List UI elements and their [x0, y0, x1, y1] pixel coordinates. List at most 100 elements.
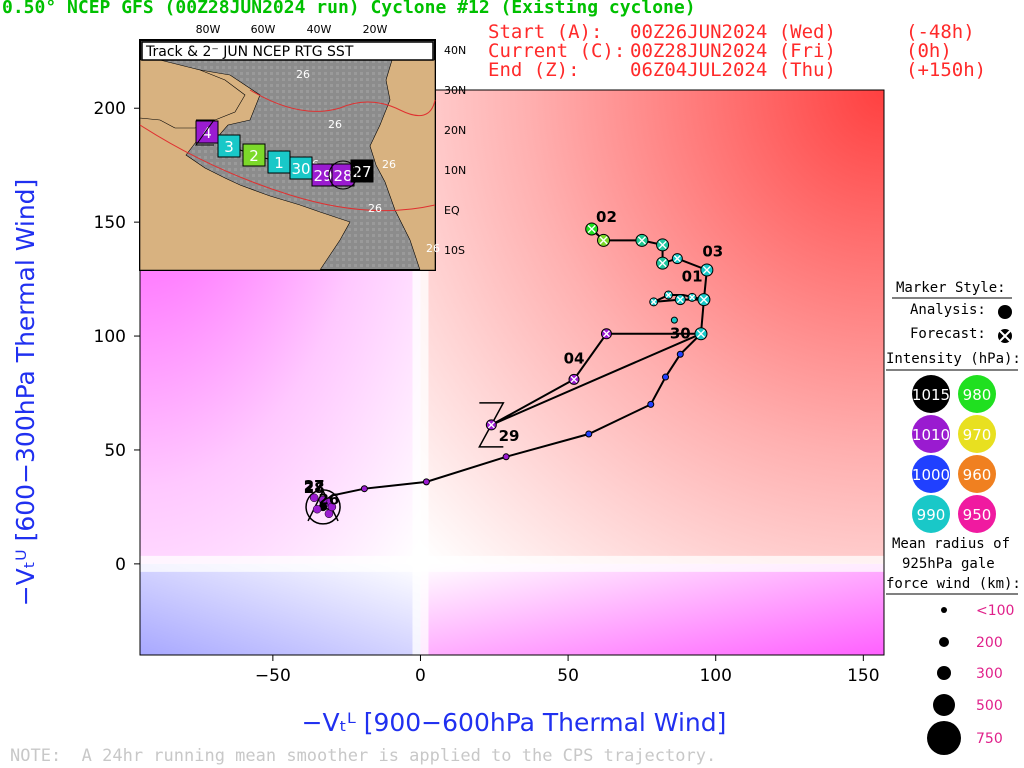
forecast-point — [585, 430, 593, 438]
legend-radius-swatch — [933, 694, 955, 716]
legend-forecast-x — [999, 330, 1011, 342]
current-label: Current (C): — [488, 40, 626, 62]
x-tick-label: 0 — [415, 666, 426, 686]
legend-radius-label: <100 — [976, 603, 1014, 619]
legend-intensity-label: 960 — [963, 466, 992, 484]
footnote: NOTE: A 24hr running mean smoother is ap… — [10, 746, 717, 766]
quadrant-bottom-left — [140, 563, 421, 655]
end-time: 06Z04JUL2024 (Thu) — [630, 59, 836, 81]
forecast-point — [360, 485, 368, 493]
forecast-point-x — [699, 295, 708, 304]
inset-sst-line-south — [139, 124, 436, 212]
inset-day-box — [242, 143, 266, 167]
quadrant-top-right — [420, 90, 884, 564]
forecast-point-x — [676, 296, 684, 304]
inset-day-label: 3 — [224, 138, 234, 156]
inset-sst-line-north — [249, 89, 436, 117]
analysis-point — [309, 493, 319, 503]
forecast-point-x — [658, 259, 667, 268]
inset-day-label: 28 — [333, 167, 352, 185]
inset-land-north-america — [139, 59, 246, 129]
zero-band-horizontal — [140, 555, 884, 572]
forecast-point-x — [665, 292, 672, 298]
legend-radius-label: 300 — [976, 666, 1003, 682]
legend-forecast: Forecast: — [910, 326, 986, 342]
inset-land-africa — [369, 59, 436, 271]
x-tick-label: −50 — [255, 666, 291, 686]
track-day-label: 02 — [596, 208, 617, 226]
forecast-point — [662, 373, 670, 381]
legend-radius-label: 200 — [976, 635, 1003, 651]
forecast-point-x — [702, 265, 711, 275]
forecast-point — [502, 453, 510, 461]
legend-radius-title-3: force wind (km): — [886, 576, 1021, 592]
inset-lon-label: 20W — [363, 23, 388, 36]
inset-lat-label: EQ — [444, 204, 460, 217]
start-label: Start (A): — [488, 21, 603, 43]
legend-intensity-swatch — [912, 415, 950, 453]
legend-radius-swatch — [941, 607, 947, 613]
inset-sst-label: 26 — [296, 68, 310, 81]
legend-intensity-swatch — [958, 415, 996, 453]
end-label: End (Z): — [488, 59, 580, 81]
start-time: 00Z26JUN2024 (Wed) — [630, 21, 836, 43]
inset-lat-label: 20N — [444, 124, 466, 137]
axes: −50 0 50 100 150 0 50 100 150 200 −Vₜᴸ [900−600hPa… — [11, 89, 885, 737]
inset-sst-label: 26 — [328, 118, 342, 131]
inset-lat-label: 10N — [444, 164, 466, 177]
legend-intensity-swatch — [958, 455, 996, 493]
track-day-label: 03 — [702, 242, 723, 260]
inset-sst-label: 26 — [368, 202, 382, 215]
y-tick-label: 50 — [104, 441, 126, 461]
inset-title-box — [141, 41, 434, 61]
legend-intensity-label: 990 — [917, 506, 946, 524]
legend-intensity-label: 980 — [963, 386, 992, 404]
legend-marker-style: Marker Style: — [896, 280, 1006, 296]
legend-intensity-swatch — [912, 375, 950, 413]
legend-radius-title-1: Mean radius of — [892, 536, 1011, 552]
legend-intensity-label: 1015 — [912, 386, 950, 404]
forecast-point-x — [570, 375, 578, 383]
forecast-point-x — [650, 298, 657, 305]
inset-end-marker — [195, 119, 215, 146]
inset-lon-label: 40W — [307, 23, 332, 36]
current-time: 00Z28JUN2024 (Fri) — [630, 40, 836, 62]
inset-lat-label: 10S — [444, 244, 465, 257]
inset-lon-label: 80W — [196, 23, 221, 36]
legend-graphics: 1015 980 1010 970 1000 960 990 950 <100 200 300 500… — [886, 297, 1018, 755]
forecast-point — [647, 400, 655, 408]
y-tick-label: 200 — [94, 99, 126, 119]
legend-radius-title-2: 925hPa gale — [902, 556, 995, 572]
forecast-point-x — [673, 255, 681, 263]
legend-analysis: Analysis: — [910, 302, 986, 318]
track-line — [322, 228, 708, 508]
legend-intensity-label: 1010 — [912, 426, 950, 444]
end-offset: (+150h) — [906, 59, 987, 81]
inset-lat-label: 30N — [444, 84, 466, 97]
inset-title: Track & 2⁻ JUN NCEP RTG SST — [145, 44, 354, 60]
legend-intensity-swatch — [958, 375, 996, 413]
track-day-label: 04 — [564, 349, 585, 367]
forecast-point-x — [689, 294, 695, 301]
track-day-label: 30 — [670, 324, 691, 342]
legend-intensity: Intensity (hPa): — [886, 351, 1021, 367]
inset-day-label: 30 — [291, 160, 310, 178]
track — [322, 228, 708, 508]
x-tick-label: 150 — [847, 666, 879, 686]
legend-analysis-marker — [998, 305, 1012, 319]
current-offset: (0h) — [906, 40, 952, 62]
forecast-point-x — [487, 421, 495, 429]
legend-radius-swatch — [927, 721, 961, 755]
x-axis-label: −Vₜᴸ [900−600hPa Thermal Wind] — [302, 708, 727, 737]
track-day-label: 01 — [682, 267, 703, 285]
y-tick-label: 0 — [115, 555, 126, 575]
track-day-label: 26 — [319, 491, 340, 509]
legend-intensity-swatch — [912, 495, 950, 533]
x-tick-label: 100 — [699, 666, 731, 686]
forecast-point-x — [599, 236, 608, 245]
inset-sst-label: 26 — [426, 242, 440, 255]
legend-intensity-label: 950 — [963, 506, 992, 524]
track-day-label: 29 — [499, 427, 520, 445]
